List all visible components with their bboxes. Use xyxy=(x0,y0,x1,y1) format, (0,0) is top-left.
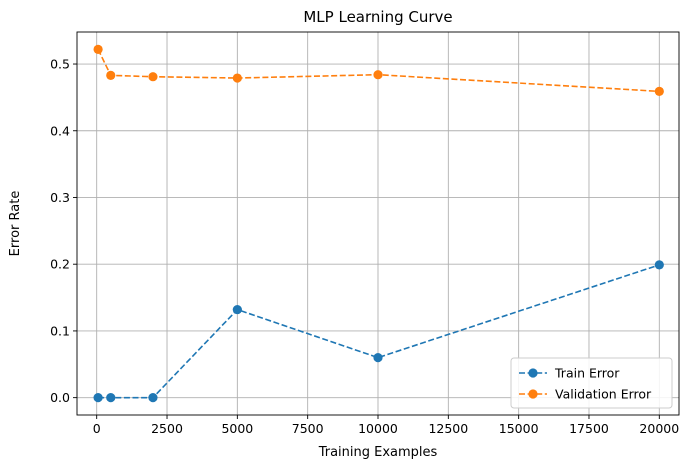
legend-train-error-label: Train Error xyxy=(554,366,620,381)
series-layer xyxy=(93,44,664,403)
train-error-point xyxy=(148,393,158,403)
x-tick-label: 7500 xyxy=(292,421,324,436)
legend-box xyxy=(510,357,673,409)
y-tick-label: 0.3 xyxy=(50,190,70,205)
x-axis: 0 2500 5000 7500 10000 12500 15000 17500 20000 xyxy=(93,415,679,436)
grid-layer xyxy=(77,32,679,415)
x-tick-label: 0 xyxy=(93,421,101,436)
validation-error-point xyxy=(148,72,158,82)
legend: Train Error Validation Error xyxy=(510,357,673,409)
x-tick-label: 5000 xyxy=(221,421,253,436)
y-tick-label: 0.5 xyxy=(50,57,70,72)
y-tick-label: 0.0 xyxy=(50,390,70,405)
legend-validation-error-label: Validation Error xyxy=(555,387,652,402)
train-error-point xyxy=(93,393,103,403)
chart-title: MLP Learning Curve xyxy=(303,8,452,26)
validation-error-line xyxy=(97,48,660,93)
y-tick-label: 0.1 xyxy=(50,323,70,338)
legend-validation-error-marker xyxy=(528,389,538,399)
x-tick-label: 10000 xyxy=(358,421,398,436)
x-tick-label: 20000 xyxy=(639,421,679,436)
y-axis: 0.0 0.1 0.2 0.3 0.4 0.5 xyxy=(50,57,77,405)
x-tick-label: 15000 xyxy=(499,421,539,436)
validation-error-point xyxy=(232,73,242,83)
x-tick-label: 17500 xyxy=(569,421,609,436)
validation-error-point xyxy=(106,70,116,80)
validation-error-point xyxy=(93,44,103,54)
train-error-point xyxy=(232,304,242,315)
x-tick-label: 12500 xyxy=(428,421,468,436)
y-tick-label: 0.2 xyxy=(50,257,70,272)
x-tick-label: 2500 xyxy=(151,421,183,436)
x-axis-title: Training Examples xyxy=(318,445,438,460)
train-error-point xyxy=(373,353,383,363)
validation-error-point xyxy=(373,70,383,80)
validation-error-point xyxy=(654,86,664,96)
legend-train-error-marker xyxy=(528,368,538,378)
y-tick-label: 0.4 xyxy=(50,123,70,138)
train-error-point xyxy=(654,260,664,270)
train-error-point xyxy=(106,393,116,403)
y-axis-title: Error Rate xyxy=(8,191,23,257)
